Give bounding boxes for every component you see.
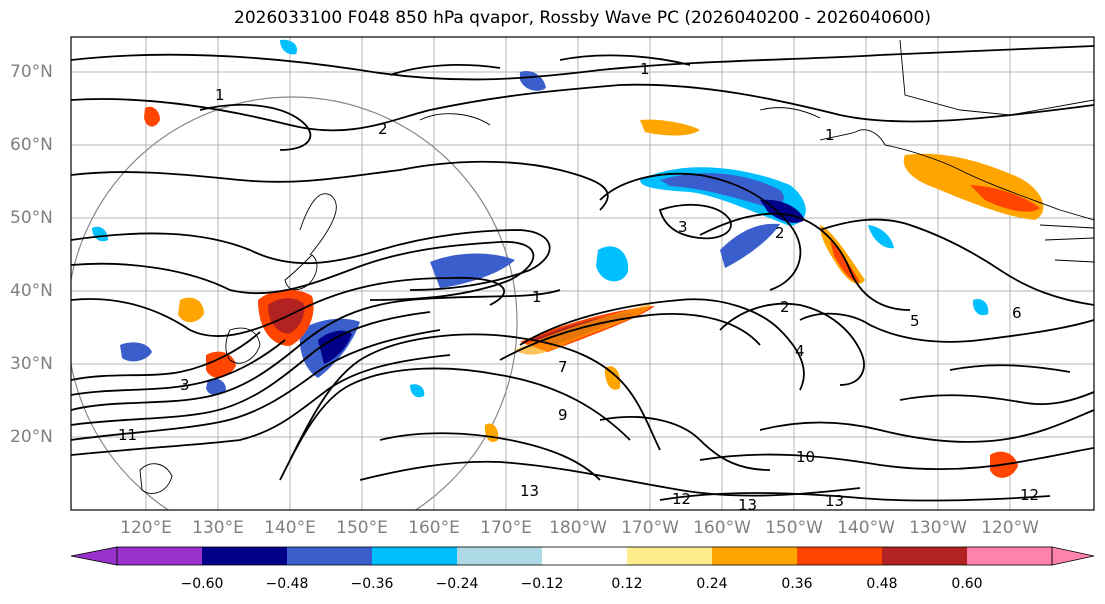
latitude-label: 50°N [10, 208, 53, 228]
colorbar-tick-label: −0.48 [265, 576, 309, 592]
coastlines [139, 39, 1094, 494]
anomaly-fill [430, 253, 515, 288]
colorbar [70, 546, 1095, 566]
contour-label: 2 [780, 298, 790, 316]
colorbar-swatch [627, 547, 712, 565]
reference-circle [71, 96, 518, 510]
contour-label: 1 [215, 86, 225, 104]
colorbar-tick-label: 0.60 [951, 576, 983, 592]
colorbar-tick-label: −0.36 [350, 576, 394, 592]
colorbar-tick-label: 0.12 [611, 576, 643, 592]
anomaly-fill [520, 70, 546, 91]
colorbar-extend-low [70, 546, 118, 566]
latitude-label: 40°N [10, 281, 53, 301]
colorbar-swatch [457, 547, 542, 565]
longitude-label: 130°E [192, 518, 244, 538]
latitude-label: 60°N [10, 135, 53, 155]
contour-label: 7 [558, 358, 568, 376]
longitude-label: 120°W [981, 518, 1039, 538]
contour-label: 13 [738, 496, 757, 514]
anomaly-fill [720, 223, 780, 268]
longitude-label: 140°E [264, 518, 316, 538]
anomaly-fill [410, 384, 425, 398]
longitude-label: 170°W [621, 518, 679, 538]
longitude-label: 150°E [336, 518, 388, 538]
colorbar-swatch [967, 547, 1052, 565]
colorbar-swatch [372, 547, 457, 565]
anomaly-fill [144, 106, 160, 127]
anomaly-fill [596, 246, 629, 282]
contour-label: 4 [795, 342, 805, 360]
anomaly-fill [120, 342, 152, 362]
anomaly-fill [318, 330, 352, 364]
latitude-label: 30°N [10, 354, 53, 374]
map-panel: 1 1 1 1 2 2 2 3 3 4 5 6 7 9 10 11 12 12 … [70, 36, 1095, 514]
longitude-label: 150°W [765, 518, 823, 538]
longitude-label: 160°W [693, 518, 751, 538]
colorbar-tick-label: 0.48 [866, 576, 898, 592]
anomaly-fill [604, 366, 621, 390]
contour-labels: 1 1 1 1 2 2 2 3 3 4 5 6 7 9 10 11 12 12 … [118, 60, 1039, 514]
colorbar-tick-label: −0.60 [180, 576, 224, 592]
anomaly-fill [868, 225, 894, 249]
latitude-label: 70°N [10, 62, 53, 82]
colorbar-swatch [542, 547, 627, 565]
longitude-label: 160°E [408, 518, 460, 538]
contour-label: 12 [1020, 486, 1039, 504]
anomaly-fill [972, 298, 989, 316]
latitude-label: 20°N [10, 427, 53, 447]
anomaly-fill [640, 119, 700, 136]
contour-label: 2 [775, 224, 785, 242]
contour-label: 3 [678, 218, 688, 236]
longitude-label: 170°E [480, 518, 532, 538]
longitude-label: 140°W [837, 518, 895, 538]
anomaly-fill [515, 304, 651, 355]
colorbar-swatch [712, 547, 797, 565]
anomaly-fill [660, 173, 784, 207]
longitude-label: 130°W [909, 518, 967, 538]
colorbar-tick-label: −0.24 [435, 576, 479, 592]
contour-label: 1 [640, 60, 650, 78]
contour-label: 9 [558, 406, 568, 424]
colorbar-swatch [797, 547, 882, 565]
colorbar-swatch [202, 547, 287, 565]
anomaly-fill [206, 378, 226, 396]
colorbar-tick-label: 0.36 [781, 576, 813, 592]
colorbar-extend-high [1051, 546, 1095, 566]
contour-label: 3 [180, 376, 190, 394]
contour-label: 10 [796, 448, 815, 466]
longitude-label: 180°W [549, 518, 607, 538]
colorbar-swatch [287, 547, 372, 565]
contour-label: 2 [378, 120, 388, 138]
contour-label: 12 [672, 490, 691, 508]
colorbar-swatch [882, 547, 967, 565]
contour-label: 13 [520, 482, 539, 500]
anomaly-fill [178, 297, 204, 323]
colorbar-swatch [117, 547, 202, 565]
anomaly-fill [280, 39, 298, 55]
colorbar-tick-label: −0.12 [520, 576, 564, 592]
contour-lines [71, 45, 1094, 502]
contour-label: 1 [532, 288, 542, 306]
contour-label: 6 [1012, 304, 1022, 322]
colorbar-tick-label: 0.24 [696, 576, 728, 592]
longitude-label: 120°E [120, 518, 172, 538]
anomaly-fill [970, 185, 1040, 212]
contour-label: 13 [825, 492, 844, 510]
anomaly-fills [92, 39, 1044, 478]
map-title: 2026033100 F048 850 hPa qvapor, Rossby W… [234, 8, 931, 28]
contour-label: 1 [825, 126, 835, 144]
contour-label: 11 [118, 426, 137, 444]
contour-label: 5 [910, 312, 920, 330]
